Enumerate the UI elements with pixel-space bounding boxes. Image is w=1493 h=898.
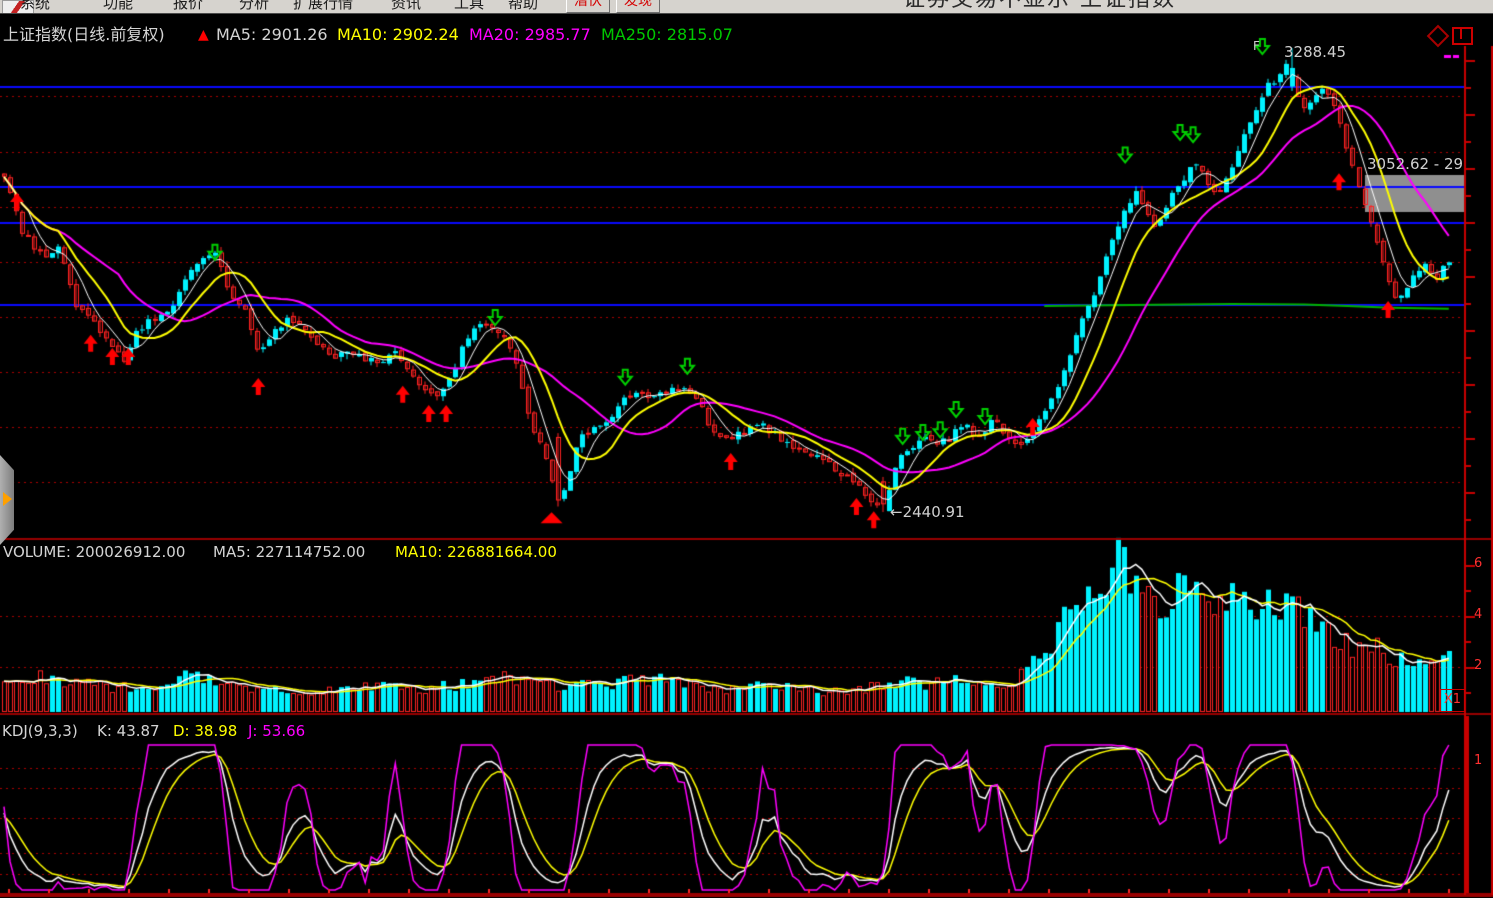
volume-value: VOLUME: 200026912.00	[3, 543, 186, 561]
restore-window-icon[interactable]	[1452, 27, 1473, 45]
low-price-label: ←2440.91	[890, 503, 965, 521]
menu-right-label: 证券交易不显示 上证指数	[903, 0, 1176, 13]
side-panel-handle[interactable]	[0, 455, 14, 545]
plugin-button-2[interactable]: 发现	[616, 0, 660, 13]
kdj-k-value: K: 43.87	[97, 722, 160, 740]
kdj-axis-tick-100: 1	[1474, 753, 1483, 768]
volume-multiplier-label: X1	[1443, 692, 1462, 707]
up-arrow-icon: ▲	[198, 27, 209, 43]
volume-axis-tick-2: 2	[1474, 658, 1483, 673]
menu-item-quote[interactable]: 报价	[173, 0, 204, 12]
ma250-value: MA250: 2815.07	[601, 25, 733, 44]
chart-title: 上证指数(日线.前复权)	[3, 25, 165, 44]
menu-item-extended[interactable]: 扩展行情	[293, 0, 354, 12]
ma20-value: MA20: 2985.77	[469, 25, 591, 44]
app-logo-icon[interactable]	[2, 0, 34, 13]
peak-price-label: 3288.45	[1284, 43, 1347, 61]
menu-item-tools[interactable]: 工具	[454, 0, 485, 12]
menu-item-system[interactable]: 系统	[20, 0, 51, 12]
menu-item-function[interactable]: 功能	[103, 0, 134, 12]
kdj-j-value: J: 53.66	[248, 722, 306, 740]
menu-item-help[interactable]: 帮助	[508, 0, 539, 12]
range-tooltip-label: 3052.62 - 29	[1367, 156, 1464, 173]
expand-arrow-icon	[3, 492, 12, 506]
kdj-indicator-label: KDJ(9,3,3)	[2, 722, 78, 740]
volume-ma10-value: MA10: 226881664.00	[395, 543, 557, 561]
plugin-button-1[interactable]: 潜伏	[566, 0, 610, 13]
menu-item-news[interactable]: 资讯	[391, 0, 422, 12]
ma10-value: MA10: 2902.24	[337, 25, 459, 44]
volume-multiplier-badge: X1	[1440, 689, 1465, 712]
volume-axis-tick-4: 4	[1474, 607, 1483, 622]
menu-item-analysis[interactable]: 分析	[239, 0, 270, 12]
volume-axis-tick-6: 6	[1474, 556, 1483, 571]
peak-flag-label: F	[1253, 39, 1260, 53]
menu-bar: 系统 功能 报价 分析 扩展行情 资讯 工具 帮助 潜伏 发现 证券交易不显示 …	[0, 0, 1493, 14]
volume-ma5-value: MA5: 227114752.00	[213, 543, 366, 561]
ma5-value: MA5: 2901.26	[216, 25, 328, 44]
kdj-d-value: D: 38.98	[173, 722, 238, 740]
